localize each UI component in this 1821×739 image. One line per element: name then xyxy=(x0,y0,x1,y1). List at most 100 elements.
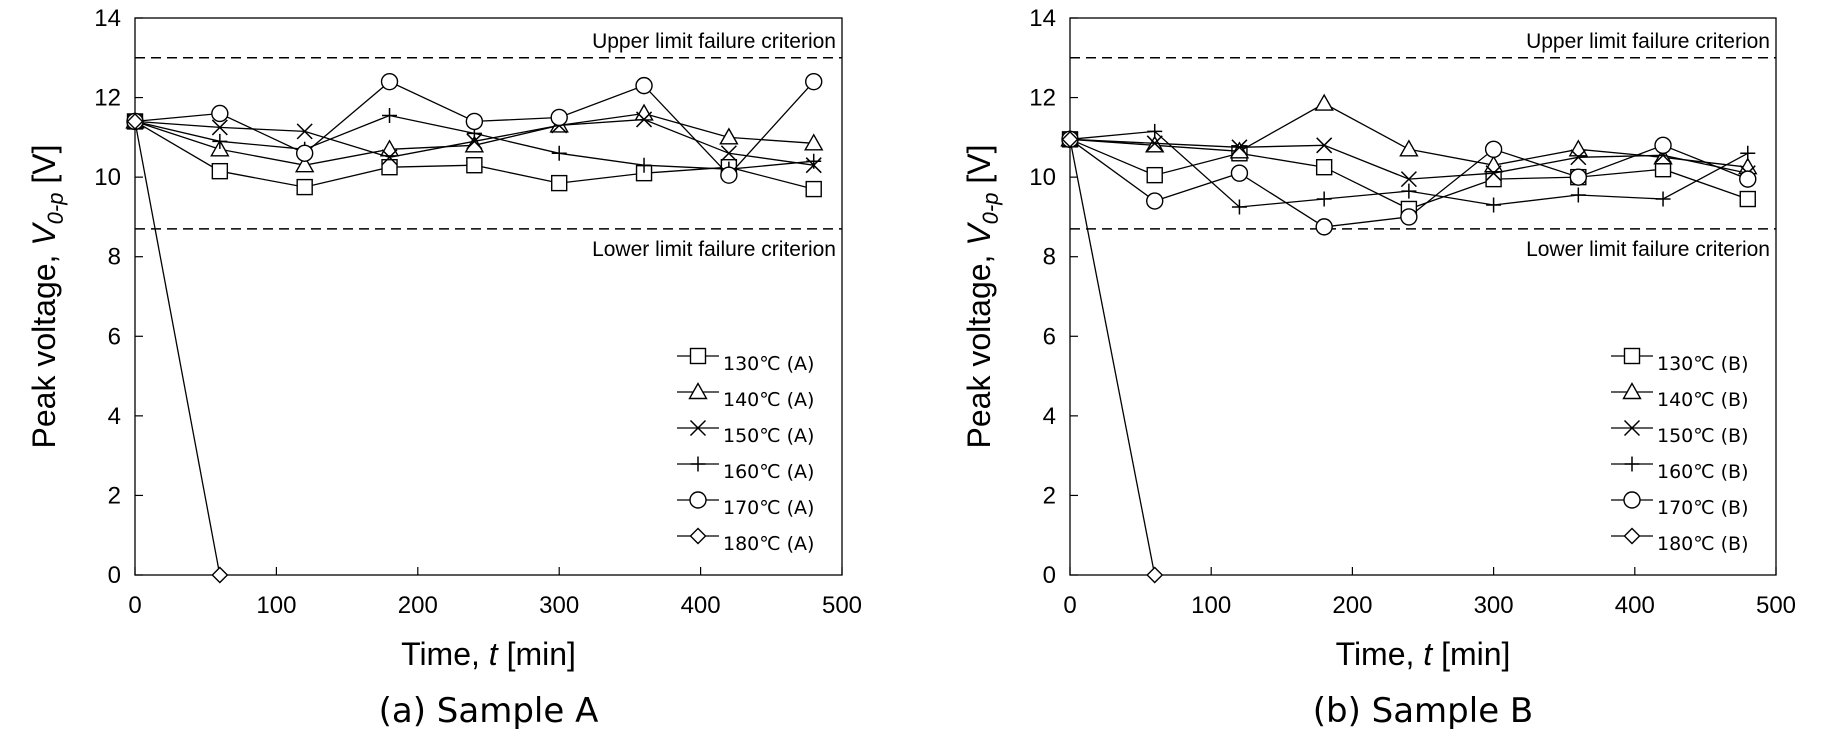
legend-item: 140℃ (A) xyxy=(677,382,814,411)
data-point xyxy=(1061,130,1079,148)
data-point xyxy=(211,104,229,123)
legend-marker xyxy=(688,382,708,400)
data-point xyxy=(211,162,229,180)
chart-panel-1: 0 2 4 6 8 10 12 14 0 100 200 300 400 500 Upper limit f… xyxy=(26,5,862,731)
y-tick-label: 14 xyxy=(1029,5,1056,32)
data-point xyxy=(805,72,823,91)
legend-label: 130℃ (A) xyxy=(723,353,814,375)
legend-item: 160℃ (A) xyxy=(677,456,814,483)
y-tick-label: 4 xyxy=(108,403,121,430)
legend-marker xyxy=(1623,491,1641,509)
upper-limit-label: Upper limit failure criterion xyxy=(592,30,836,53)
legend-item: 160℃ (B) xyxy=(1611,456,1749,483)
x-tick-label: 0 xyxy=(128,592,141,619)
y-tick-label: 6 xyxy=(1043,323,1056,350)
data-point xyxy=(1568,139,1589,157)
data-point xyxy=(1231,199,1247,215)
series-diamond xyxy=(126,112,229,584)
y-tick-label: 10 xyxy=(94,164,121,191)
data-point xyxy=(1146,166,1163,184)
data-point xyxy=(1401,183,1417,199)
data-point xyxy=(720,166,738,184)
data-point xyxy=(551,145,567,161)
legend-label: 180℃ (B) xyxy=(1657,533,1749,555)
y-axis-title: Peak voltage, V0-p [V] xyxy=(26,145,68,449)
legend-marker xyxy=(690,456,706,472)
series-line xyxy=(134,121,221,576)
plot-frame xyxy=(1069,17,1777,576)
legend-label: 150℃ (A) xyxy=(723,425,814,447)
legend: 130℃ (A) 140℃ (A) 150℃ (A) 160℃ (A) 170℃ (A)… xyxy=(677,347,814,555)
data-point xyxy=(296,178,313,196)
data-point xyxy=(805,180,822,198)
y-tick-label: 2 xyxy=(1043,482,1056,509)
data-point xyxy=(636,157,652,173)
legend-marker xyxy=(1623,527,1641,545)
data-point xyxy=(1146,566,1164,584)
legend-marker xyxy=(689,491,707,509)
data-point xyxy=(1316,191,1332,207)
legend-item: 130℃ (A) xyxy=(677,347,814,375)
y-tick-label: 10 xyxy=(1029,164,1056,191)
data-point xyxy=(1655,191,1671,207)
data-point xyxy=(380,72,399,91)
y-tick-label: 12 xyxy=(1029,85,1056,112)
data-point xyxy=(636,111,653,128)
data-point xyxy=(719,127,739,145)
legend-label: 150℃ (B) xyxy=(1657,425,1749,447)
data-point xyxy=(1230,164,1249,182)
x-tick-label: 100 xyxy=(1191,592,1231,619)
data-point xyxy=(126,112,144,130)
x-axis-title: Time, t [min] xyxy=(1336,636,1511,672)
legend-item: 130℃ (B) xyxy=(1611,347,1749,375)
y-tick-label: 8 xyxy=(1043,244,1056,271)
y-tick-label: 2 xyxy=(108,482,121,509)
legend-label: 140℃ (A) xyxy=(723,389,814,411)
x-tick-label: 200 xyxy=(398,592,438,619)
y-axis-title: Peak voltage, V0-p [V] xyxy=(961,145,1003,449)
data-point xyxy=(381,158,398,176)
data-point xyxy=(296,123,313,140)
data-point xyxy=(551,174,568,192)
data-point xyxy=(466,157,483,174)
legend-item: 170℃ (B) xyxy=(1611,491,1749,519)
legend-label: 160℃ (B) xyxy=(1657,461,1749,483)
y-tick-label: 14 xyxy=(94,5,121,32)
x-axis-title: Time, t [min] xyxy=(401,636,576,672)
legend-item: 180℃ (A) xyxy=(677,527,814,555)
data-point xyxy=(550,108,568,127)
plot-frame xyxy=(134,17,843,576)
x-tick-label: 500 xyxy=(822,592,862,619)
legend-label: 130℃ (B) xyxy=(1657,353,1749,375)
legend-label: 180℃ (A) xyxy=(723,533,814,555)
series-line xyxy=(1069,139,1156,576)
y-tick-label: 6 xyxy=(108,323,121,350)
data-point xyxy=(211,566,229,584)
data-point xyxy=(465,112,484,131)
data-point xyxy=(1399,139,1419,157)
legend-label: 170℃ (A) xyxy=(723,497,814,519)
x-tick-label: 100 xyxy=(256,592,296,619)
x-tick-label: 0 xyxy=(1063,592,1076,619)
data-point xyxy=(1315,218,1333,236)
data-point xyxy=(1569,168,1588,186)
data-point xyxy=(379,139,400,157)
data-point xyxy=(464,135,485,153)
data-point xyxy=(1570,187,1586,203)
legend-marker xyxy=(689,347,707,365)
legend: 130℃ (B) 140℃ (B) 150℃ (B) 160℃ (B) 170℃ (B)… xyxy=(1611,347,1749,555)
chart-panel-2: 0 2 4 6 8 10 12 14 0 100 200 300 400 500 Upper limit f… xyxy=(961,5,1796,731)
y-tick-label: 0 xyxy=(1043,562,1056,589)
data-point xyxy=(1400,171,1417,188)
y-tick-label: 4 xyxy=(1043,403,1056,430)
data-point xyxy=(1739,190,1756,208)
legend-label: 170℃ (B) xyxy=(1657,497,1749,519)
data-point xyxy=(212,133,228,149)
data-point xyxy=(1740,145,1756,161)
data-point xyxy=(294,155,315,173)
x-tick-label: 300 xyxy=(539,592,579,619)
data-point xyxy=(1484,140,1503,158)
x-tick-label: 400 xyxy=(681,592,721,619)
data-point xyxy=(806,153,822,169)
y-tick-label: 8 xyxy=(108,244,121,271)
